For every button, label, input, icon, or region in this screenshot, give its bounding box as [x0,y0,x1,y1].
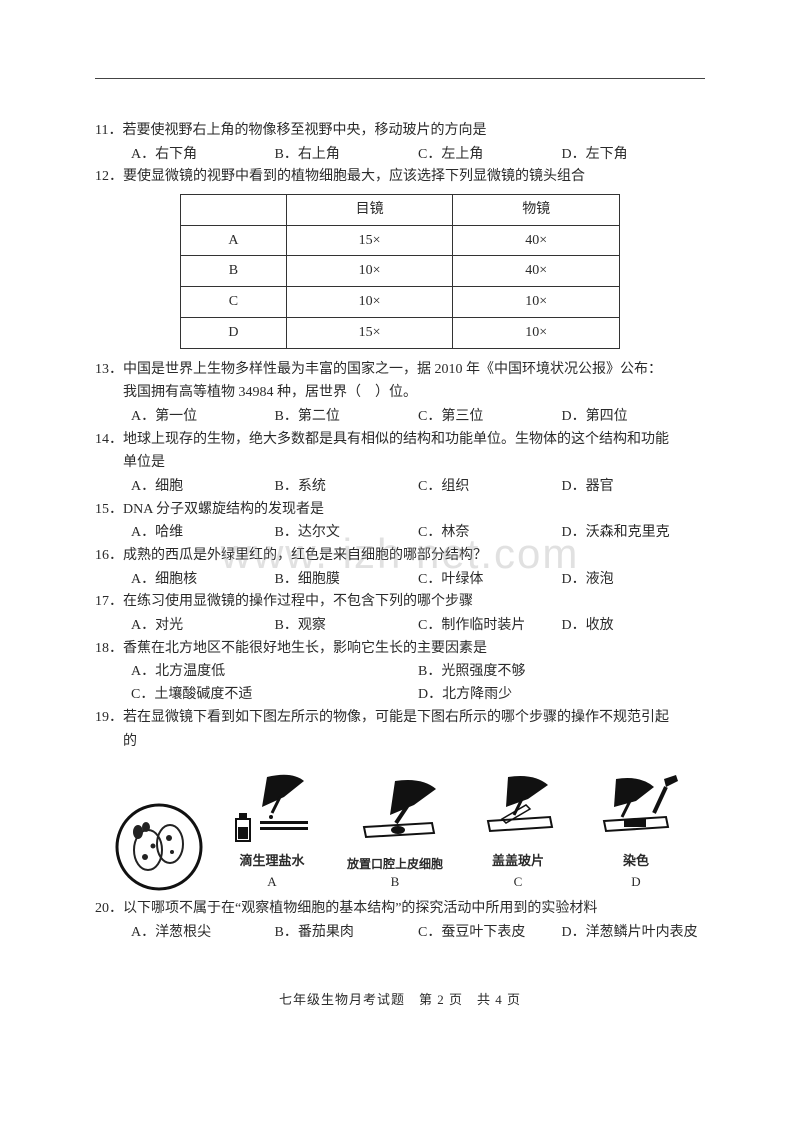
table-cell: 15× [286,317,453,348]
q18-opt-d: D．北方降雨少 [418,684,705,706]
q20-options: A．洋葱根尖 B．番茄果肉 C．蚕豆叶下表皮 D．洋葱鳞片叶内表皮 [131,922,705,944]
table-cell: 40× [453,225,620,256]
q14-options: A．细胞 B．系统 C．组织 D．器官 [131,476,705,498]
q16-opt-d: D．液泡 [562,569,706,591]
q13-line2: 我国拥有高等植物 34984 种，居世界（ ）位。 [95,382,705,404]
q14-opt-b: B．系统 [275,476,419,498]
q11-opt-a: A．右下角 [131,144,275,166]
q13-opt-c: C．第三位 [418,406,562,428]
q11-opt-b: B．右上角 [275,144,419,166]
q13-options: A．第一位 B．第二位 C．第三位 D．第四位 [131,406,705,428]
q18-options-row1: A．北方温度低 B．光照强度不够 [131,661,705,683]
table-cell: 10× [286,256,453,287]
table-cell: C [181,287,287,318]
q15-text: 15．DNA 分子双螺旋结构的发现者是 [95,499,705,521]
table-cell: 10× [286,287,453,318]
q20-opt-b: B．番茄果肉 [275,922,419,944]
q17-opt-b: B．观察 [275,615,419,637]
table-row: A 15× 40× [181,225,620,256]
q18-opt-b: B．光照强度不够 [418,661,705,683]
fig-d-label: D [631,872,640,892]
q20-opt-c: C．蚕豆叶下表皮 [418,922,562,944]
q14-opt-d: D．器官 [562,476,706,498]
fig-b-place-cells: 放置口腔上皮细胞 B [340,775,450,893]
fig-b-caption: 放置口腔上皮细胞 [347,857,443,871]
q14-opt-a: A．细胞 [131,476,275,498]
table-cell: 10× [453,287,620,318]
table-row: D 15× 10× [181,317,620,348]
q13-opt-d: D．第四位 [562,406,706,428]
q20-opt-d: D．洋葱鳞片叶内表皮 [562,922,706,944]
table-header-eyepiece: 目镜 [286,195,453,226]
fig-d-stain: 染色 D [586,769,686,892]
fig-a-drop-saline: 滴生理盐水 A [222,769,322,892]
q16-opt-b: B．细胞膜 [275,569,419,591]
q11-opt-d: D．左下角 [562,144,706,166]
table-row: B 10× 40× [181,256,620,287]
q13-line1: 13．中国是世界上生物多样性最为丰富的国家之一，据 2010 年《中国环境状况公… [95,359,705,381]
table-cell: D [181,317,287,348]
table-row: 目镜 物镜 [181,195,620,226]
q20-text: 20．以下哪项不属于在“观察植物细胞的基本结构”的探究活动中所用到的实验材料 [95,898,705,920]
q14-opt-c: C．组织 [418,476,562,498]
table-cell: 40× [453,256,620,287]
fig-a-caption: 滴生理盐水 [239,851,304,871]
fig-c-caption: 盖盖玻片 [492,851,544,871]
q12-table: 目镜 物镜 A 15× 40× B 10× 40× C 10× 10× D 15… [180,194,620,348]
q11-text: 11．若要使视野右上角的物像移至视野中央，移动玻片的方向是 [95,120,705,142]
q15-opt-d: D．沃森和克里克 [562,522,706,544]
q19-figures: 滴生理盐水 A 放置口腔上皮细胞 B [105,762,695,892]
top-horizontal-rule [95,78,705,79]
q11-options: A．右下角 B．右上角 C．左上角 D．左下角 [131,144,705,166]
fig-b-label: B [391,872,400,892]
fig-c-cover-slip: 盖盖玻片 C [468,769,568,892]
table-cell: 10× [453,317,620,348]
q17-opt-a: A．对光 [131,615,275,637]
q20-opt-a: A．洋葱根尖 [131,922,275,944]
q15-opt-b: B．达尔文 [275,522,419,544]
exam-page: www. izh net.com 11．若要使视野右上角的物像移至视野中央，移动… [0,0,800,1050]
q18-opt-c: C．土壤酸碱度不适 [131,684,418,706]
q13-opt-b: B．第二位 [275,406,419,428]
q14-line2: 单位是 [95,452,705,474]
q17-opt-c: C．制作临时装片 [418,615,562,637]
q19-line1: 19．若在显微镜下看到如下图左所示的物像，可能是下图右所示的哪个步骤的操作不规范… [95,707,705,729]
table-row: C 10× 10× [181,287,620,318]
table-cell: A [181,225,287,256]
q11-opt-c: C．左上角 [418,144,562,166]
table-header-objective: 物镜 [453,195,620,226]
q15-options: A．哈维 B．达尔文 C．林奈 D．沃森和克里克 [131,522,705,544]
q18-opt-a: A．北方温度低 [131,661,418,683]
q16-options: A．细胞核 B．细胞膜 C．叶绿体 D．液泡 [131,569,705,591]
q17-opt-d: D．收放 [562,615,706,637]
q18-text: 18．香蕉在北方地区不能很好地生长，影响它生长的主要因素是 [95,638,705,660]
table-cell: 15× [286,225,453,256]
content-area: 11．若要使视野右上角的物像移至视野中央，移动玻片的方向是 A．右下角 B．右上… [95,120,705,1010]
q15-opt-c: C．林奈 [418,522,562,544]
microscope-view-icon [114,802,204,892]
q13-opt-a: A．第一位 [131,406,275,428]
table-cell: B [181,256,287,287]
q16-opt-c: C．叶绿体 [418,569,562,591]
q12-text: 12．要使显微镜的视野中看到的植物细胞最大，应该选择下列显微镜的镜头组合 [95,166,705,188]
fig-d-caption: 染色 [623,851,649,871]
q16-opt-a: A．细胞核 [131,569,275,591]
q17-options: A．对光 B．观察 C．制作临时装片 D．收放 [131,615,705,637]
table-header-blank [181,195,287,226]
q19-line2: 的 [95,731,705,753]
q18-options-row2: C．土壤酸碱度不适 D．北方降雨少 [131,684,705,706]
fig-a-label: A [267,872,276,892]
q16-text: 16．成熟的西瓜是外绿里红的，红色是来自细胞的哪部分结构？ [95,545,705,567]
page-footer: 七年级生物月考试题 第 2 页 共 4 页 [95,990,705,1010]
q14-line1: 14．地球上现存的生物，绝大多数都是具有相似的结构和功能单位。生物体的这个结构和… [95,429,705,451]
q15-opt-a: A．哈维 [131,522,275,544]
fig-c-label: C [514,872,523,892]
q17-text: 17．在练习使用显微镜的操作过程中，不包含下列的哪个步骤 [95,591,705,613]
